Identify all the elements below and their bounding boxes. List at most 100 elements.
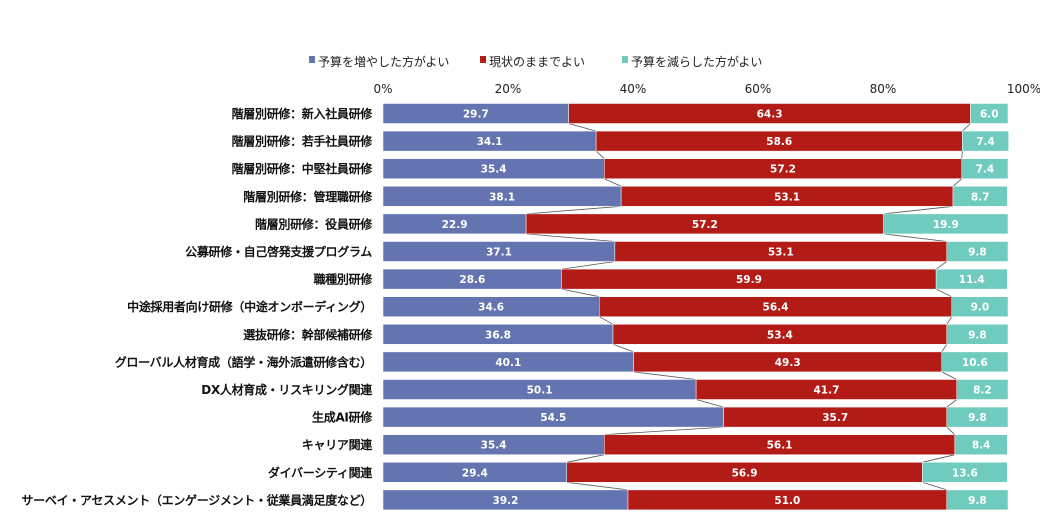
bar-data-label: 53.4 <box>767 329 793 341</box>
bar-data-label: 56.4 <box>763 302 789 314</box>
bar-data-label: 50.1 <box>527 385 553 397</box>
series-line <box>922 454 955 463</box>
bar-segment <box>946 406 1009 428</box>
series-line <box>568 123 597 132</box>
series-line <box>612 343 634 353</box>
bar-data-label: 35.4 <box>481 164 507 176</box>
y-category-label: DX人材育成・リスキリング関連 <box>201 382 373 397</box>
series-line <box>941 371 957 380</box>
bar-data-label: 57.2 <box>692 219 718 231</box>
bar-data-label: 6.0 <box>980 109 999 121</box>
bar-segment <box>952 186 1008 207</box>
series-line <box>604 426 724 436</box>
series-line <box>946 316 953 325</box>
series-line <box>633 371 697 380</box>
series-line <box>935 261 947 270</box>
bar-segment <box>883 213 1009 235</box>
y-axis: 階層別研修：新入社員研修階層別研修：若手社員研修階層別研修：中堅社員研修階層別研… <box>21 106 373 507</box>
bar-segment <box>970 103 1009 124</box>
bar-data-label: 49.3 <box>775 357 801 369</box>
bar-data-label: 22.9 <box>442 219 468 231</box>
series-line <box>599 316 614 325</box>
series-line <box>526 205 622 215</box>
y-category-label: 階層別研修：新入社員研修 <box>232 106 374 121</box>
bar-segment <box>946 241 1009 262</box>
x-tick-label: 80% <box>870 82 897 96</box>
series-line <box>526 233 615 242</box>
legend-label: 予算を増やした方がよい <box>318 54 449 69</box>
series-line <box>561 261 615 270</box>
y-category-label: 生成AI研修 <box>312 410 373 425</box>
y-category-label: 公募研修・自己啓発支援プログラム <box>185 244 372 259</box>
bar-segment <box>946 489 1009 511</box>
bar-segment <box>922 462 1008 483</box>
bar-data-label: 35.4 <box>481 440 507 452</box>
series-line <box>566 481 629 491</box>
bar-data-label: 19.9 <box>933 219 959 231</box>
y-category-label: キャリア関連 <box>302 437 374 452</box>
bar-data-label: 39.2 <box>493 495 519 507</box>
series-line <box>952 178 963 187</box>
y-category-label: ダイバーシティ関連 <box>268 465 373 480</box>
series-line <box>883 205 954 215</box>
x-axis: 0% 20% 40% 60% 80% 100% <box>373 82 1040 96</box>
bar-data-label: 7.4 <box>976 136 995 148</box>
series-line <box>962 123 971 132</box>
bar-data-label: 29.7 <box>463 109 489 121</box>
bar-data-label: 9.8 <box>968 495 987 507</box>
bar-segment <box>962 130 1009 152</box>
bar-data-label: 9.0 <box>971 302 990 314</box>
bar-segment <box>946 324 1009 345</box>
bar-data-label: 59.9 <box>736 274 762 286</box>
bar-data-label: 8.4 <box>972 440 991 452</box>
x-tick-label: 20% <box>495 82 522 96</box>
bar-data-label: 54.5 <box>540 412 566 424</box>
bar-data-label: 34.1 <box>477 136 503 148</box>
bar-data-label: 9.8 <box>968 247 987 259</box>
y-category-label: 選抜研修：幹部候補研修 <box>243 327 373 342</box>
legend-swatch <box>309 56 315 63</box>
bar-data-label: 35.7 <box>822 412 848 424</box>
bar-segment <box>961 158 1009 179</box>
bar-data-label: 57.2 <box>770 164 796 176</box>
bars: 29.7 64.3 6.0 34.1 58.6 7.4 35.4 57.2 7.4 38.1 53.… <box>382 103 1009 511</box>
bar-data-label: 64.3 <box>757 109 783 121</box>
x-tick-label: 0% <box>373 82 392 96</box>
series-line <box>935 288 952 298</box>
y-category-label: グローバル人材育成（語学・海外派遣研修含む） <box>115 354 372 369</box>
bar-data-label: 53.1 <box>774 191 800 203</box>
bar-data-label: 38.1 <box>489 191 515 203</box>
legend-swatch <box>480 56 486 63</box>
y-category-label: サーベイ・アセスメント（エンゲージメント・従業員満足度など） <box>21 492 372 507</box>
bar-data-label: 41.7 <box>813 385 839 397</box>
bar-data-label: 36.8 <box>485 329 511 341</box>
bar-data-label: 56.9 <box>732 467 758 479</box>
series-line <box>946 426 956 435</box>
bar-segment <box>954 434 1008 455</box>
bar-data-label: 8.7 <box>971 191 990 203</box>
bar-data-label: 7.4 <box>976 164 995 176</box>
x-tick-label: 60% <box>745 82 772 96</box>
x-tick-label: 100% <box>1007 82 1040 96</box>
bar-data-label: 58.6 <box>766 136 792 148</box>
series-line <box>595 150 605 159</box>
series-line <box>941 344 948 353</box>
bar-data-label: 11.4 <box>959 274 985 286</box>
bar-data-label: 34.6 <box>478 302 504 314</box>
legend-label: 現状のままでよい <box>489 55 585 69</box>
y-category-label: 階層別研修：役員研修 <box>255 216 373 231</box>
bar-segment <box>941 351 1009 373</box>
y-category-label: 中途採用者向け研修（中途オンボーディング） <box>127 299 372 314</box>
legend: 予算を増やした方がよい 現状のままでよい 予算を減らした方がよい <box>309 54 762 69</box>
bar-data-label: 13.6 <box>952 467 978 479</box>
bar-data-label: 40.1 <box>495 357 521 369</box>
legend-label: 予算を減らした方がよい <box>631 54 762 69</box>
series-line <box>961 151 963 159</box>
bar-segment <box>956 379 1009 400</box>
bar-data-label: 9.8 <box>968 329 987 341</box>
series-line <box>696 399 724 408</box>
y-category-label: 階層別研修：若手社員研修 <box>232 134 374 149</box>
series-line <box>561 288 600 298</box>
